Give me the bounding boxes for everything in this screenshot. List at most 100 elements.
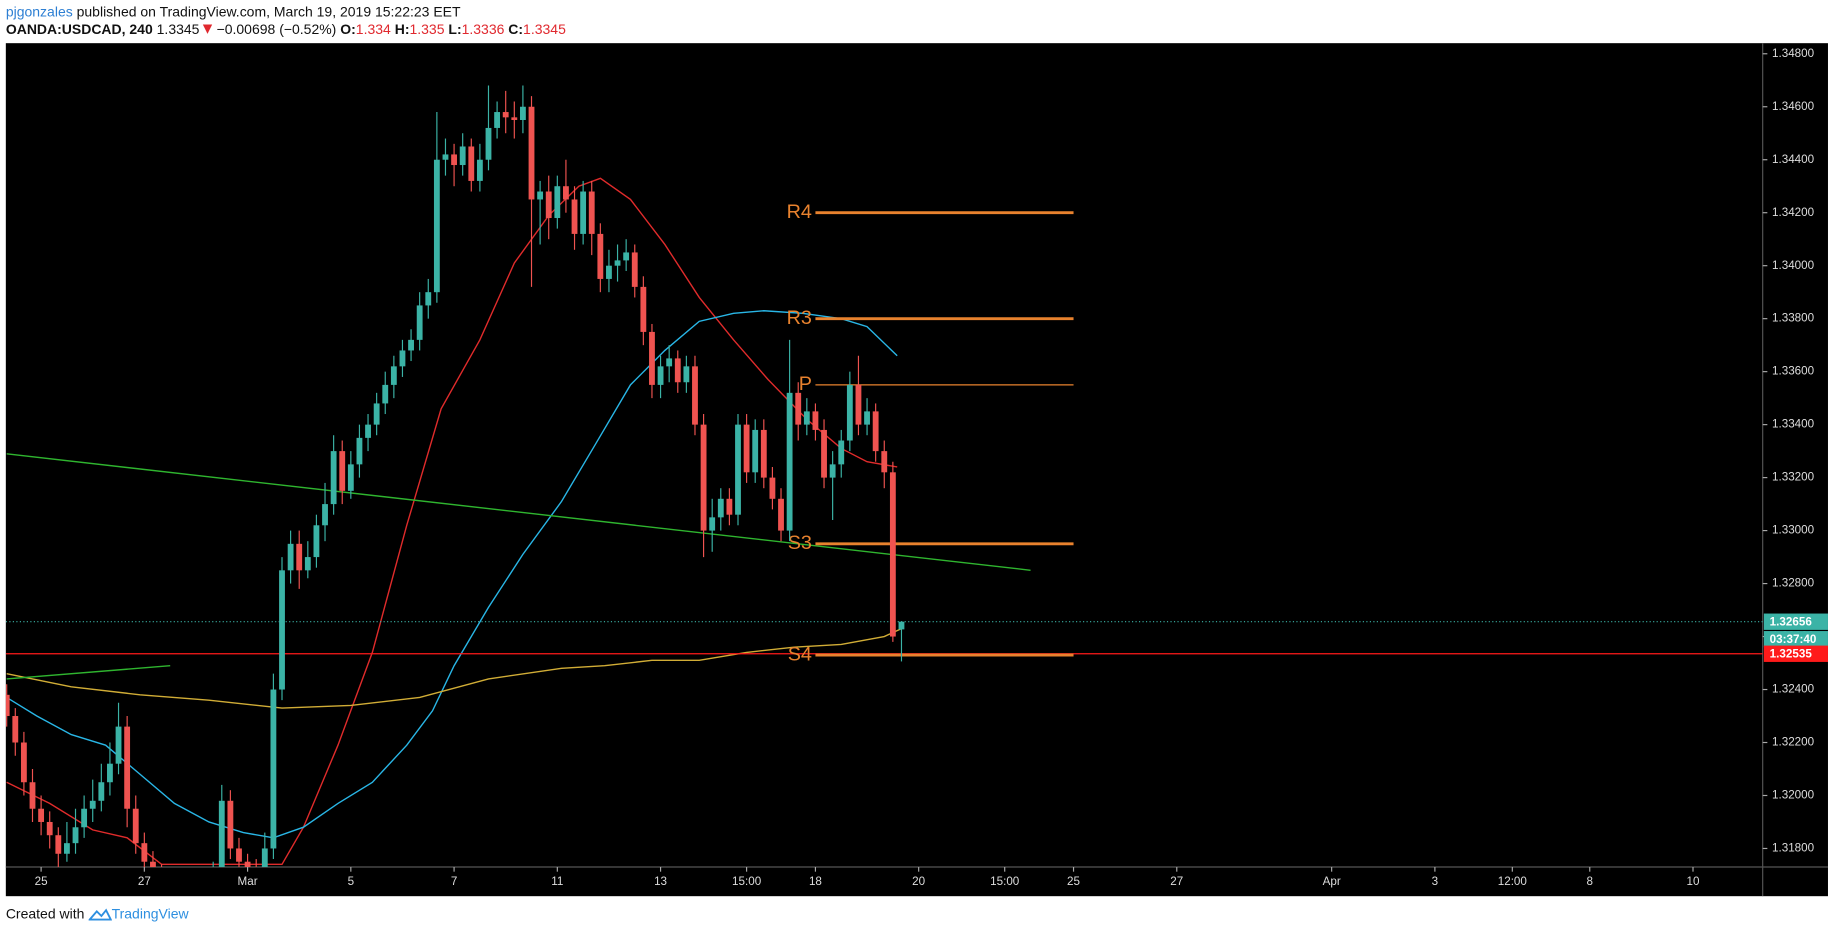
- candle-body: [81, 808, 88, 828]
- candle-body: [347, 464, 354, 491]
- symbol-line: OANDA:USDCAD, 240 1.3345 −0.00698 (−0.52…: [6, 21, 566, 37]
- y-tick-label: 1.33000: [1772, 524, 1815, 537]
- ohlc-label: O:: [340, 21, 356, 38]
- candle-body: [743, 424, 750, 473]
- x-tick-label: Mar: [238, 875, 258, 888]
- candle-body: [519, 106, 526, 120]
- candle-body: [46, 821, 53, 836]
- candle-body: [846, 384, 853, 441]
- candle-body: [786, 392, 793, 531]
- candle-body: [451, 154, 457, 166]
- x-tick-label: 5: [348, 875, 354, 888]
- candle-body: [735, 424, 741, 515]
- candle-body: [881, 451, 888, 473]
- candle-body: [717, 498, 724, 518]
- x-tick-label: 27: [1170, 875, 1183, 888]
- price-label-box: [1763, 613, 1828, 630]
- x-tick-label: 8: [1587, 875, 1593, 888]
- x-tick-label: 7: [451, 875, 457, 888]
- down-arrow: [203, 24, 213, 34]
- symbol: OANDA:USDCAD, 240: [5, 21, 153, 38]
- candle-body: [898, 621, 905, 630]
- indicator-line: [6, 177, 898, 866]
- candle-body: [29, 782, 36, 809]
- candle-body: [614, 260, 621, 266]
- candle-body: [459, 146, 466, 166]
- candle-body: [425, 292, 432, 306]
- candle-body: [442, 154, 449, 160]
- candle-body: [115, 726, 122, 764]
- candle-body: [649, 331, 655, 385]
- publish-line: pjgonzales published on TradingView.com,…: [6, 4, 461, 20]
- y-tick-label: 1.32200: [1772, 736, 1815, 749]
- candle-body: [322, 504, 328, 526]
- candle-body: [838, 440, 845, 465]
- candle-body: [640, 286, 647, 332]
- candle-body: [64, 843, 70, 854]
- x-tick-label: 18: [809, 875, 822, 888]
- candle-body: [674, 358, 681, 383]
- candle-body: [623, 252, 630, 261]
- candle-body: [365, 424, 371, 438]
- candle-body: [468, 146, 475, 181]
- candle-body: [545, 191, 552, 219]
- author[interactable]: pjgonzales: [5, 3, 73, 20]
- candle-body: [373, 403, 380, 425]
- candle-body: [709, 517, 716, 531]
- candle-body: [150, 861, 156, 868]
- chart-background: [5, 43, 1828, 897]
- x-tick-label: 13: [654, 875, 667, 888]
- candle-body: [494, 112, 501, 128]
- candle-body: [270, 689, 277, 849]
- price-label-box: [1763, 645, 1828, 662]
- footer-brand[interactable]: TradingView: [111, 905, 189, 922]
- y-tick-label: 1.34200: [1772, 206, 1815, 219]
- candle-body: [408, 339, 414, 351]
- candle-body: [304, 557, 311, 571]
- pivot-label: R3: [787, 307, 812, 329]
- y-tick-label: 1.34600: [1772, 100, 1815, 113]
- candle-body: [98, 782, 105, 801]
- candle-body: [132, 808, 139, 844]
- candle-body: [261, 848, 268, 868]
- candle-body: [528, 106, 535, 200]
- candle-body: [382, 384, 389, 404]
- pivot-label: P: [799, 373, 812, 395]
- axes: 1.318001.320001.322001.324001.326001.328…: [35, 47, 1828, 888]
- candle-body: [313, 525, 320, 558]
- candle-body: [416, 305, 423, 340]
- candle-body: [597, 233, 604, 279]
- candle-body: [795, 392, 802, 425]
- candle-body: [537, 191, 544, 200]
- x-tick-label: 11: [551, 875, 563, 888]
- candle-body: [803, 411, 810, 425]
- candle-body: [588, 191, 595, 234]
- candle-body: [821, 429, 827, 478]
- candle-body: [683, 366, 690, 383]
- candle-body: [20, 742, 27, 783]
- candle-body: [889, 472, 896, 637]
- candle-body: [864, 411, 870, 425]
- candle-body: [476, 159, 483, 181]
- y-tick-label: 1.33200: [1772, 471, 1815, 484]
- candle-body: [554, 186, 561, 219]
- countdown-box: [1763, 631, 1828, 648]
- indicator-line: [6, 665, 171, 680]
- candle-body: [107, 763, 113, 783]
- y-tick-label: 1.31800: [1772, 842, 1815, 855]
- candle-body: [726, 498, 733, 515]
- x-tick-label: Apr: [1323, 875, 1341, 888]
- candle-body: [356, 437, 363, 465]
- x-tick-label: 10: [1687, 875, 1700, 888]
- candle-body: [778, 498, 784, 531]
- candle-body: [227, 800, 234, 849]
- candle-body: [12, 716, 19, 743]
- candle-body: [485, 127, 492, 160]
- y-tick-label: 1.33600: [1772, 365, 1815, 378]
- candle-body: [580, 191, 587, 234]
- x-tick-label: 20: [912, 875, 925, 888]
- candle-body: [5, 694, 10, 717]
- pivot-label: S3: [788, 532, 812, 554]
